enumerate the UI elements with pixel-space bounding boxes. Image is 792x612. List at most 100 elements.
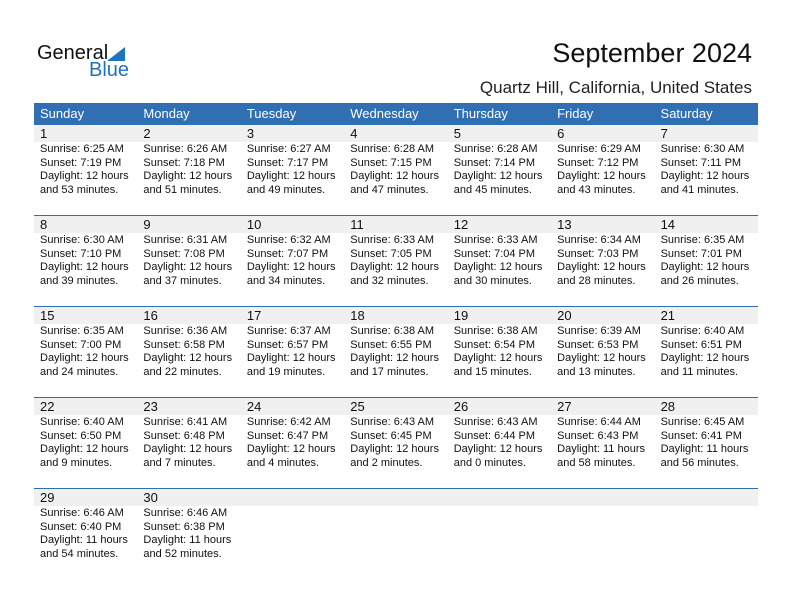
daylight1-text: Daylight: 12 hours (557, 352, 646, 364)
day-number: 9 (143, 217, 151, 232)
day-cell: 9 Sunrise: 6:31 AM Sunset: 7:08 PM Daylight… (137, 216, 240, 288)
day-cell: 17 Sunrise: 6:37 AM Sunset: 6:57 PM Dayligh… (241, 307, 344, 379)
sunset-text: Sunset: 7:00 PM (40, 338, 122, 351)
sunrise-text: Sunrise: 6:31 AM (143, 234, 228, 246)
day-number: 12 (453, 217, 469, 232)
location-subtitle: Quartz Hill, California, United States (479, 78, 752, 97)
sunset-text: Sunset: 6:38 PM (143, 520, 225, 533)
day-cell: 3 Sunrise: 6:27 AM Sunset: 7:17 PM Daylight… (241, 125, 344, 197)
day-cell: 4 Sunrise: 6:28 AM Sunset: 7:15 PM Daylight… (344, 125, 447, 197)
day-number: 11 (350, 217, 364, 232)
sunrise-text: Sunrise: 6:32 AM (246, 234, 331, 246)
sunrise-text: Sunrise: 6:46 AM (143, 507, 228, 519)
day-number-band (34, 125, 758, 142)
daylight1-text: Daylight: 12 hours (557, 170, 646, 182)
day-cell: 26 Sunrise: 6:43 AM Sunset: 6:44 PM Dayligh… (448, 398, 551, 470)
daylight2-text: and 37 minutes. (143, 274, 222, 287)
sunset-text: Sunset: 7:17 PM (246, 156, 329, 169)
day-cell: 6 Sunrise: 6:29 AM Sunset: 7:12 PM Daylight… (551, 125, 654, 197)
day-cell: 7 Sunrise: 6:30 AM Sunset: 7:11 PM Daylight… (655, 125, 758, 197)
day-number: 21 (660, 308, 676, 323)
sunrise-text: Sunrise: 6:28 AM (453, 143, 538, 155)
weekday-thursday: Thursday (453, 106, 508, 121)
day-number-band (34, 216, 758, 233)
sunrise-text: Sunrise: 6:45 AM (660, 416, 745, 428)
sunset-text: Sunset: 6:50 PM (40, 429, 122, 442)
week-row: 22 Sunrise: 6:40 AM Sunset: 6:50 PM Dayligh… (34, 397, 758, 488)
daylight1-text: Daylight: 12 hours (143, 170, 233, 182)
sunset-text: Sunset: 7:07 PM (246, 247, 329, 260)
daylight2-text: and 47 minutes. (350, 183, 429, 196)
sunset-text: Sunset: 7:11 PM (660, 156, 742, 169)
day-cell: 20 Sunrise: 6:39 AM Sunset: 6:53 PM Dayligh… (551, 307, 654, 379)
week-row: 29 Sunrise: 6:46 AM Sunset: 6:40 PM Dayligh… (34, 488, 758, 579)
logo-triangle-icon (107, 47, 125, 61)
day-number: 5 (453, 126, 461, 141)
weekday-tuesday: Tuesday (246, 106, 297, 121)
day-number: 2 (143, 126, 151, 141)
sunset-text: Sunset: 6:40 PM (40, 520, 122, 533)
daylight2-text: and 7 minutes. (143, 456, 216, 469)
sunrise-text: Sunrise: 6:28 AM (350, 143, 435, 155)
daylight2-text: and 19 minutes. (246, 365, 326, 378)
sunset-text: Sunset: 6:58 PM (143, 338, 225, 351)
daylight1-text: Daylight: 12 hours (453, 170, 543, 182)
logo-text-general: General (37, 42, 109, 64)
sunset-text: Sunset: 6:53 PM (557, 338, 639, 351)
daylight2-text: and 49 minutes. (246, 183, 326, 196)
sunrise-text: Sunrise: 6:26 AM (143, 143, 228, 155)
sunset-text: Sunset: 7:05 PM (350, 247, 432, 260)
daylight2-text: and 58 minutes. (557, 456, 636, 469)
day-cell: 5 Sunrise: 6:28 AM Sunset: 7:14 PM Daylight… (448, 125, 551, 197)
day-number-band (34, 307, 758, 324)
daylight1-text: Daylight: 11 hours (660, 443, 749, 455)
week-row: 8 Sunrise: 6:30 AM Sunset: 7:10 PM Daylight… (34, 215, 758, 306)
daylight1-text: Daylight: 12 hours (660, 261, 750, 273)
weekday-friday: Friday (557, 106, 594, 121)
daylight2-text: and 9 minutes. (40, 456, 113, 469)
daylight2-text: and 32 minutes. (350, 274, 429, 287)
sunrise-text: Sunrise: 6:38 AM (350, 325, 435, 337)
daylight2-text: and 43 minutes. (557, 183, 636, 196)
day-cell: 2 Sunrise: 6:26 AM Sunset: 7:18 PM Daylight… (137, 125, 240, 197)
day-number: 17 (246, 308, 262, 323)
daylight2-text: and 24 minutes. (40, 365, 119, 378)
day-number: 14 (660, 217, 676, 232)
sunset-text: Sunset: 7:19 PM (40, 156, 122, 169)
sunrise-text: Sunrise: 6:40 AM (660, 325, 745, 337)
day-number: 28 (660, 399, 676, 414)
week-row: 1 Sunrise: 6:25 AM Sunset: 7:19 PM Daylight… (34, 125, 758, 215)
day-number: 1 (40, 126, 48, 141)
sunrise-text: Sunrise: 6:33 AM (453, 234, 538, 246)
daylight2-text: and 53 minutes. (40, 183, 119, 196)
sunrise-text: Sunrise: 6:46 AM (40, 507, 124, 519)
day-number: 27 (557, 399, 572, 414)
sunrise-text: Sunrise: 6:29 AM (557, 143, 641, 155)
sunrise-text: Sunrise: 6:35 AM (40, 325, 124, 337)
day-cell: 22 Sunrise: 6:40 AM Sunset: 6:50 PM Dayligh… (34, 398, 137, 470)
sunset-text: Sunset: 6:43 PM (557, 429, 639, 442)
sunset-text: Sunset: 6:51 PM (660, 338, 742, 351)
day-cell: 13 Sunrise: 6:34 AM Sunset: 7:03 PM Dayligh… (551, 216, 654, 288)
daylight2-text: and 52 minutes. (143, 547, 222, 560)
daylight1-text: Daylight: 12 hours (40, 443, 129, 455)
sunset-text: Sunset: 6:57 PM (246, 338, 329, 351)
day-number: 4 (350, 126, 358, 141)
weekday-saturday: Saturday (660, 106, 713, 121)
sunset-text: Sunset: 6:47 PM (246, 429, 329, 442)
day-cell: 29 Sunrise: 6:46 AM Sunset: 6:40 PM Dayligh… (34, 489, 137, 561)
daylight2-text: and 13 minutes. (557, 365, 636, 378)
day-cell: 23 Sunrise: 6:41 AM Sunset: 6:48 PM Dayligh… (137, 398, 240, 470)
daylight2-text: and 17 minutes. (350, 365, 429, 378)
daylight1-text: Daylight: 12 hours (40, 170, 129, 182)
day-cell: 1 Sunrise: 6:25 AM Sunset: 7:19 PM Daylight… (34, 125, 137, 197)
daylight2-text: and 51 minutes. (143, 183, 222, 196)
day-number: 26 (453, 399, 469, 414)
daylight2-text: and 30 minutes. (453, 274, 532, 287)
sunrise-text: Sunrise: 6:34 AM (557, 234, 641, 246)
day-cell: 18 Sunrise: 6:38 AM Sunset: 6:55 PM Dayligh… (344, 307, 447, 379)
daylight1-text: Daylight: 12 hours (246, 352, 336, 364)
weekday-monday: Monday (143, 106, 190, 121)
sunset-text: Sunset: 7:18 PM (143, 156, 225, 169)
sunset-text: Sunset: 7:15 PM (350, 156, 432, 169)
